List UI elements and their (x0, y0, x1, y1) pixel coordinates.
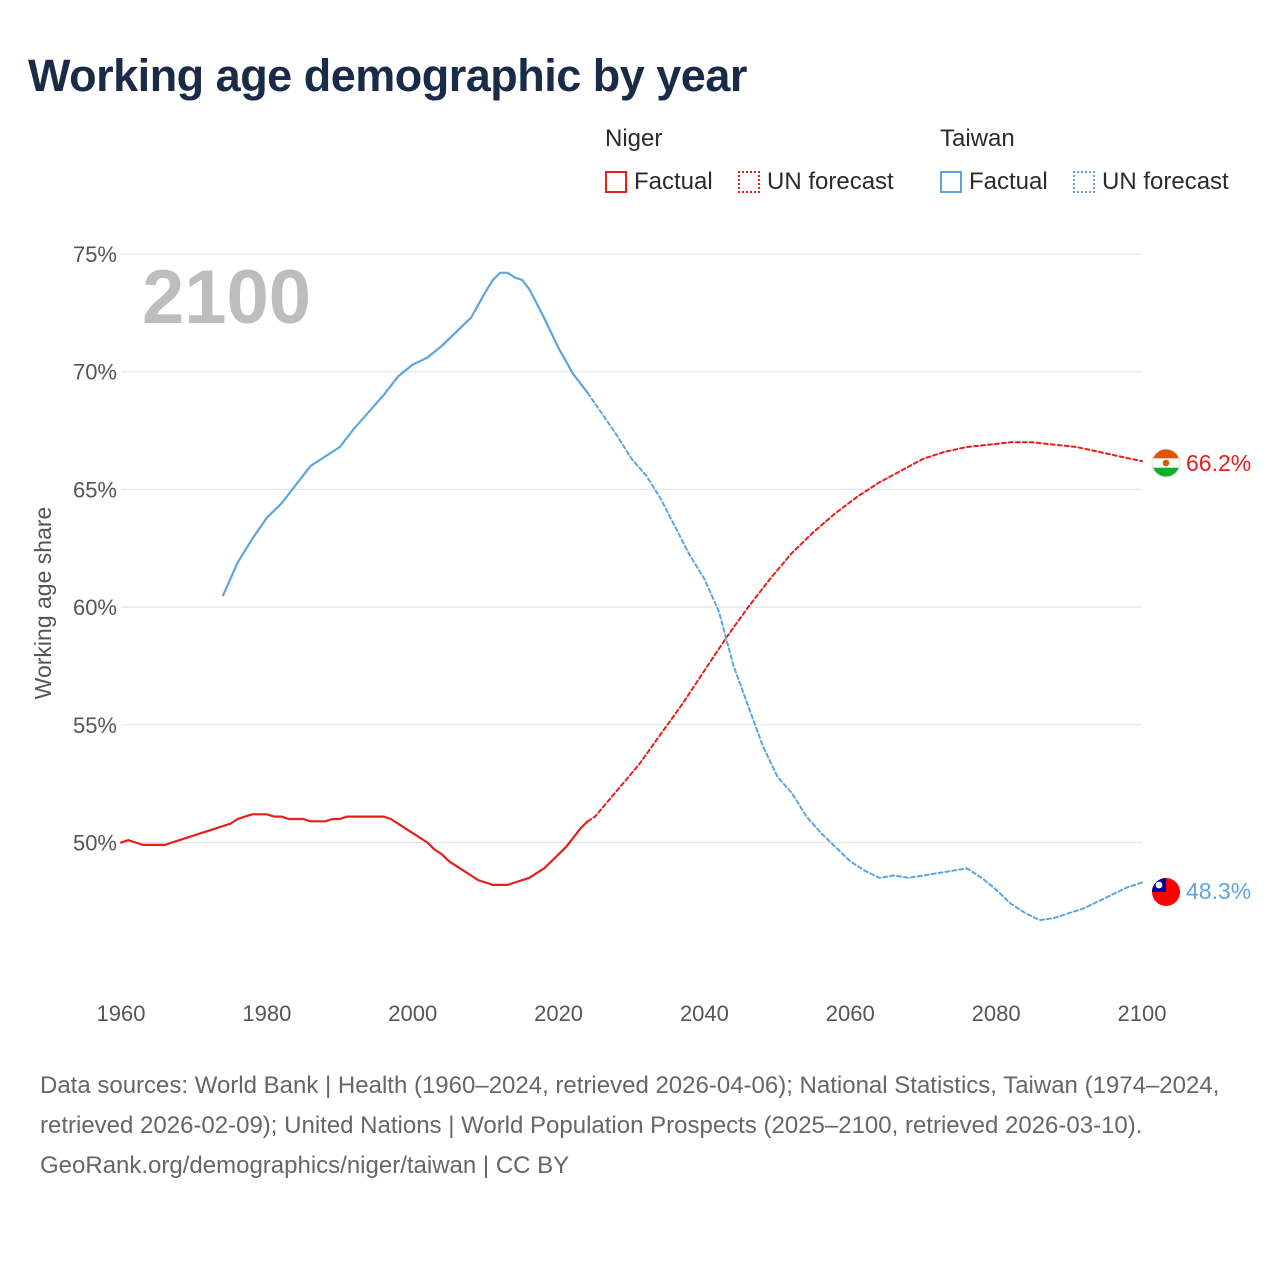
y-tick-label: 75% (73, 242, 117, 267)
x-axis-ticks: 1960 1980 2000 2020 2040 2060 2080 2100 (97, 1001, 1167, 1026)
niger-end-label: 66.2% (1186, 450, 1251, 476)
x-tick-label: 2000 (388, 1001, 437, 1026)
chart-title: Working age demographic by year (28, 50, 747, 101)
y-tick-label: 50% (73, 831, 117, 856)
x-tick-label: 2020 (534, 1001, 583, 1026)
footer-credit[interactable]: GeoRank.org/demographics/niger/taiwan | … (40, 1152, 570, 1179)
niger-flag-icon (1151, 448, 1181, 478)
line-chart: 50% 55% 60% 65% 70% 75% 1960 1980 2000 2020 2040 2… (30, 242, 1251, 1026)
legend-swatch-taiwan-factual (940, 171, 962, 193)
x-tick-label: 2100 (1118, 1001, 1167, 1026)
grid (121, 253, 1142, 844)
legend-swatch-niger-factual (605, 171, 627, 193)
series-line-niger-forecast[interactable] (586, 441, 1143, 823)
taiwan-flag-icon (1152, 878, 1180, 906)
series-line-niger-factual[interactable] (119, 813, 589, 887)
legend-swatch-taiwan-forecast (1073, 171, 1095, 193)
taiwan-end-label: 48.3% (1186, 878, 1251, 904)
legend-label-niger-factual: Factual (634, 168, 713, 195)
y-tick-label: 55% (73, 713, 117, 738)
end-markers: 66.2% 48.3% (1151, 448, 1251, 906)
legend-label-taiwan-factual: Factual (969, 168, 1048, 195)
series-line-taiwan-forecast[interactable] (586, 391, 1143, 922)
series-lines (119, 271, 1143, 922)
y-tick-label: 60% (73, 595, 117, 620)
legend-label-niger-forecast: UN forecast (767, 168, 894, 195)
footer: Data sources: World Bank | Health (1960–… (40, 1066, 1250, 1186)
legend-niger-forecast[interactable]: UN forecast (738, 168, 894, 196)
x-tick-label: 1980 (242, 1001, 291, 1026)
legend-group-niger-title: Niger (605, 125, 663, 152)
x-tick-label: 2080 (972, 1001, 1021, 1026)
legend-swatch-niger-forecast (738, 171, 760, 193)
footer-sources: Data sources: World Bank | Health (1960–… (40, 1072, 1220, 1139)
y-tick-label: 70% (73, 360, 117, 385)
x-tick-label: 1960 (97, 1001, 146, 1026)
legend-group-taiwan-title: Taiwan (940, 125, 1015, 152)
legend-label-taiwan-forecast: UN forecast (1102, 168, 1229, 195)
year-watermark: 2100 (142, 255, 311, 340)
x-tick-label: 2060 (826, 1001, 875, 1026)
y-axis-title: Working age share (30, 507, 56, 700)
x-tick-label: 2040 (680, 1001, 729, 1026)
legend-taiwan-forecast[interactable]: UN forecast (1073, 168, 1229, 196)
y-axis-ticks: 50% 55% 60% 65% 70% 75% (73, 242, 117, 856)
series-line-taiwan-factual[interactable] (222, 271, 589, 597)
legend-niger-factual[interactable]: Factual (605, 168, 713, 196)
y-tick-label: 65% (73, 477, 117, 502)
legend-taiwan-factual[interactable]: Factual (940, 168, 1048, 196)
